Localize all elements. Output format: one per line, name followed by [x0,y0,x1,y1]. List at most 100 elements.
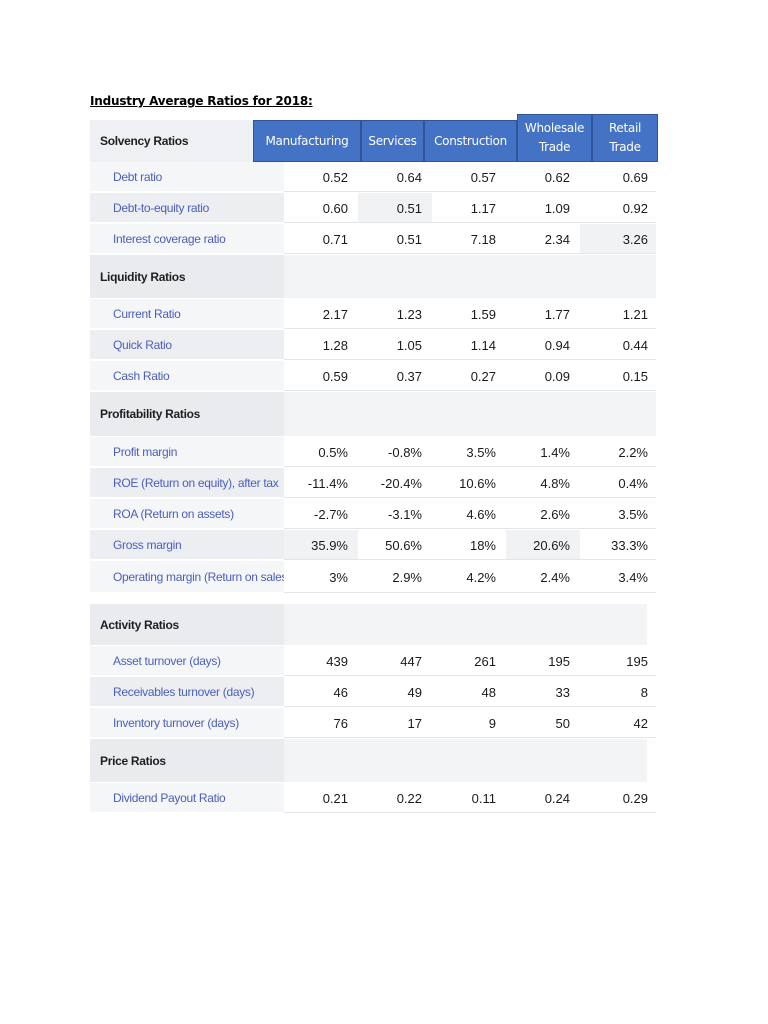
table-cell: 195 [548,653,570,669]
row-label: Current Ratio [90,299,284,329]
section-band [284,604,647,645]
table-cell: 2.34 [544,231,570,247]
table-cell: 9 [488,715,496,731]
row-divider [284,706,656,707]
row-divider [284,675,656,676]
table-cell: 1.14 [470,337,496,353]
table-cell: 0.60 [322,200,348,216]
row-divider [284,390,656,391]
table-cell: 2.2% [618,444,648,460]
table-cell: 1.05 [396,337,422,353]
section-header: Profitability Ratios [90,392,284,436]
table-cell: 3.4% [618,569,648,585]
table-cell: 4.8% [540,475,570,491]
table-cell: 0.59 [322,368,348,384]
row-label: ROE (Return on equity), after tax [90,468,284,498]
row-label: Debt ratio [90,162,284,192]
table-cell: 0.71 [322,231,348,247]
column-header-construction: Construction [424,120,517,162]
table-cell: 10.6% [459,475,496,491]
table-cell: 18% [469,537,496,553]
table-cell: -20.4% [380,475,422,491]
row-divider [284,222,656,223]
row-label: Asset turnover (days) [90,646,284,676]
column-header-manufacturing: Manufacturing [253,120,361,162]
table-cell: 0.69 [622,169,648,185]
row-label: Gross margin [90,530,284,560]
section-header: Liquidity Ratios [90,255,284,298]
table-cell: 0.51 [396,231,422,247]
table-cell: 50.6% [385,537,422,553]
row-divider [284,466,656,467]
row-divider [284,592,656,593]
row-divider [284,737,656,738]
table-cell: 1.4% [540,444,570,460]
table-cell: 3.5% [466,444,496,460]
row-label: Inventory turnover (days) [90,708,284,738]
table-cell: 439 [326,653,348,669]
section-band [284,392,656,436]
table-cell: 50 [555,715,570,731]
table-cell: 1.17 [470,200,496,216]
table-cell: 17 [407,715,422,731]
table-cell: 0.94 [544,337,570,353]
table-cell: 0.92 [622,200,648,216]
row-label: Profit margin [90,437,284,467]
table-cell: 1.09 [544,200,570,216]
row-label: Cash Ratio [90,361,284,391]
table-cell: 3.26 [580,224,656,254]
table-cell: 46 [333,684,348,700]
table-cell: 0.5% [318,444,348,460]
table-cell: 0.57 [470,169,496,185]
table-cell: 33 [555,684,570,700]
table-cell: 2.9% [392,569,422,585]
table-cell: 1.21 [622,306,648,322]
table-cell: 2.17 [322,306,348,322]
table-cell: 8 [640,684,648,700]
table-cell: 0.44 [622,337,648,353]
table-cell: -11.4% [307,475,348,491]
row-label: Interest coverage ratio [90,224,284,254]
table-cell: 76 [333,715,348,731]
row-divider [284,253,656,254]
column-header-services: Services [361,120,424,162]
table-cell: 33.3% [611,537,648,553]
table-cell: 20.6% [506,530,580,560]
table-cell: -3.1% [388,506,422,522]
row-label: Dividend Payout Ratio [90,783,284,813]
table-cell: 35.9% [284,530,358,560]
table-cell: 0.51 [358,193,432,223]
table-cell: 0.11 [471,790,496,806]
row-divider [284,559,656,560]
row-divider [284,328,656,329]
row-divider [284,812,656,813]
table-cell: 0.64 [396,169,422,185]
table-cell: 0.52 [322,169,348,185]
table-cell: 0.27 [470,368,496,384]
table-cell: 0.29 [622,790,648,806]
table-cell: 48 [481,684,496,700]
section-band [284,739,647,782]
table-cell: 261 [474,653,496,669]
table-cell: 42 [633,715,648,731]
table-cell: -0.8% [388,444,422,460]
table-cell: -2.7% [314,506,348,522]
table-cell: 195 [626,653,648,669]
column-header-retail-trade: Retail Trade [592,114,658,162]
table-cell: 0.21 [322,790,348,806]
row-label: Quick Ratio [90,330,284,360]
table-cell: 447 [400,653,422,669]
page-title: Industry Average Ratios for 2018: [90,94,313,108]
section-header: Solvency Ratios [90,120,253,162]
table-cell: 1.59 [470,306,496,322]
table-cell: 7.18 [470,231,496,247]
table-cell: 3% [329,569,348,585]
table-cell: 0.62 [544,169,570,185]
table-cell: 0.4% [618,475,648,491]
table-cell: 3.5% [618,506,648,522]
table-cell: 4.6% [466,506,496,522]
row-label: Debt-to-equity ratio [90,193,284,223]
table-cell: 0.37 [396,368,422,384]
row-divider [284,528,656,529]
table-cell: 0.15 [622,368,648,384]
